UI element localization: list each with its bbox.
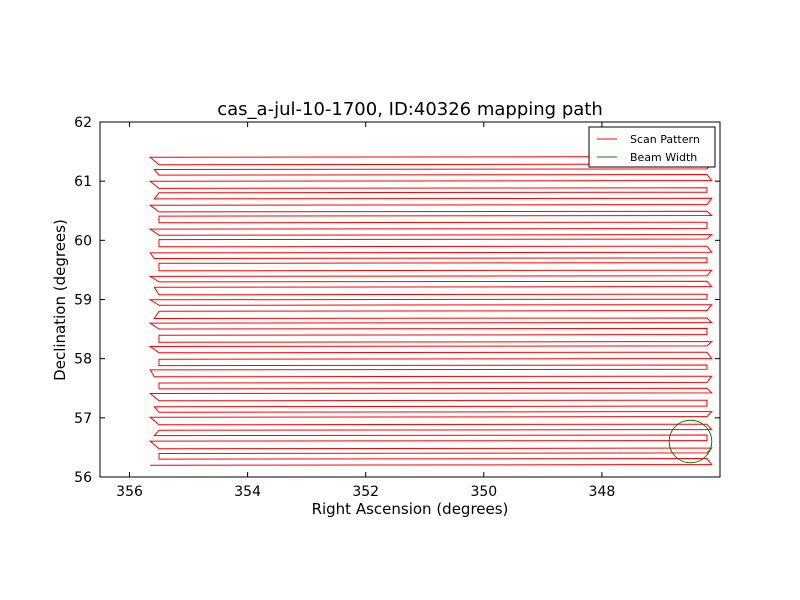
y-tick-label: 62: [74, 115, 92, 131]
y-tick-label: 61: [74, 174, 92, 190]
x-tick-label: 350: [470, 484, 497, 500]
beam-width-group: [668, 419, 713, 464]
y-tick-label: 59: [74, 293, 92, 309]
x-axis-ticks: 356 354 352 350 348: [116, 122, 615, 500]
x-tick-label: 348: [589, 484, 616, 500]
chart-title: cas_a-jul-10-1700, ID:40326 mapping path: [217, 99, 603, 120]
legend: Scan Pattern Beam Width: [588, 126, 716, 168]
x-axis-label: Right Ascension (degrees): [312, 500, 509, 518]
legend-label-scan-pattern: Scan Pattern: [630, 133, 700, 146]
y-tick-label: 58: [74, 352, 92, 368]
beam-width-circle: [668, 419, 713, 464]
y-tick-label: 60: [74, 233, 92, 249]
y-axis-ticks: 56 57 58 59 60 61 62: [74, 115, 720, 486]
legend-box: [588, 126, 716, 168]
y-tick-label: 56: [74, 470, 92, 486]
x-tick-label: 354: [234, 484, 261, 500]
legend-label-beam-width: Beam Width: [630, 151, 697, 164]
x-tick-label: 356: [116, 484, 143, 500]
scan-pattern-line: [148, 156, 714, 466]
scan-pattern-group: [148, 156, 714, 466]
y-axis-label: Declination (degrees): [51, 219, 69, 381]
x-tick-label: 352: [352, 484, 379, 500]
y-tick-label: 57: [74, 411, 92, 427]
